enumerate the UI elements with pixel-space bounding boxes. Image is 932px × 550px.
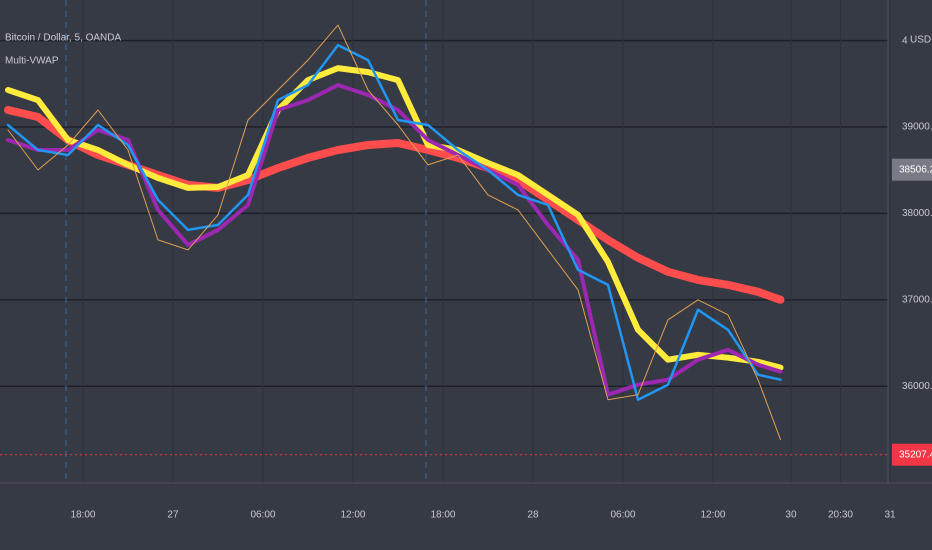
series-line bbox=[5, 65, 784, 371]
x-tick-label: 06:00 bbox=[610, 510, 635, 521]
x-tick-label: 18:00 bbox=[430, 510, 455, 521]
y-tick-label: 38000.0 bbox=[902, 208, 932, 219]
y-tick-label: 4 bbox=[902, 35, 908, 46]
plot bbox=[0, 24, 888, 456]
grid bbox=[0, 39, 888, 387]
axis-labels: 36000.0 37000.0 38000.0 39000.0 4 18:00 27 06:0… bbox=[70, 35, 932, 521]
y-unit: USD bbox=[910, 35, 931, 46]
x-tick-label: 31 bbox=[884, 510, 896, 521]
chart-title: Bitcoin / Dollar, 5, OANDA bbox=[5, 33, 121, 44]
x-tick-label: 30 bbox=[785, 510, 797, 521]
x-tick-label: 12:00 bbox=[700, 510, 725, 521]
x-tick-label: 20:30 bbox=[828, 510, 853, 521]
x-tick-label: 28 bbox=[527, 510, 539, 521]
price-marker bbox=[892, 443, 932, 466]
price-marker bbox=[892, 158, 932, 181]
series-line bbox=[7, 24, 781, 441]
y-tick-label: 39000.0 bbox=[902, 122, 932, 133]
price-marker-label: 35207.4 bbox=[899, 449, 932, 460]
x-tick-label: 27 bbox=[167, 510, 179, 521]
x-tick-label: 12:00 bbox=[340, 510, 365, 521]
series-line bbox=[6, 43, 782, 401]
x-tick-label: 06:00 bbox=[250, 510, 275, 521]
price-marker-label: 38506.2 bbox=[899, 164, 932, 175]
x-tick-label: 18:00 bbox=[70, 510, 95, 521]
y-tick-label: 37000.0 bbox=[902, 294, 932, 305]
y-tick-label: 36000.0 bbox=[902, 381, 932, 392]
indicator-name: Multi-VWAP bbox=[5, 56, 59, 67]
